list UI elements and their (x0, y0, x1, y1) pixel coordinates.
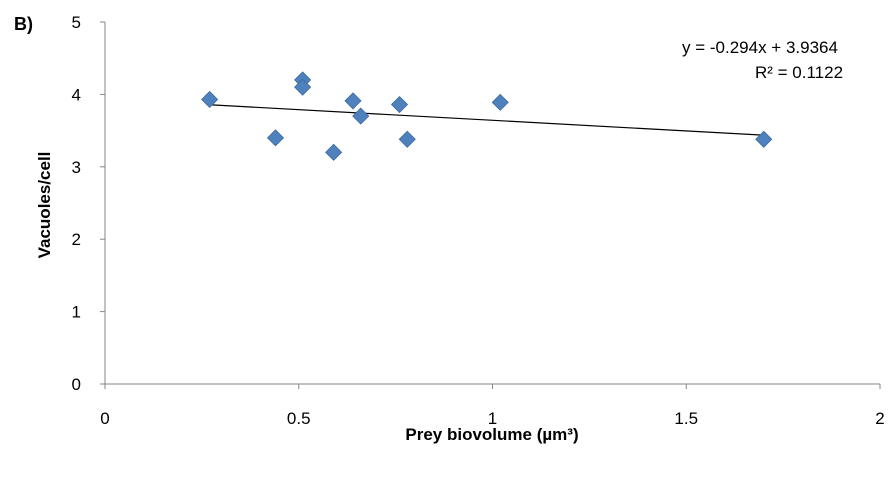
y-tick-label: 3 (72, 158, 81, 177)
y-tick-label: 5 (72, 13, 81, 32)
y-tick-label: 0 (72, 375, 81, 394)
x-axis-title: Prey biovolume (µm³) (405, 425, 578, 444)
data-point (352, 107, 370, 125)
data-point (491, 93, 509, 111)
y-tick-label: 1 (72, 303, 81, 322)
x-tick-label: 1 (488, 409, 497, 428)
y-tick-label: 2 (72, 230, 81, 249)
data-points (201, 71, 773, 161)
trendline-line (209, 104, 764, 136)
y-tick-group: 0 1 2 3 4 5 (72, 13, 105, 394)
data-point (344, 92, 362, 110)
x-axis: 0 0.5 1 1.5 2 (100, 383, 885, 428)
data-point (390, 95, 409, 114)
data-point (266, 129, 285, 147)
trendline-equation: y = -0.294x + 3.9364 (682, 38, 838, 57)
trendline-r2: R² = 0.1122 (755, 63, 843, 82)
data-point (294, 78, 312, 96)
x-tick-label: 1.5 (674, 409, 698, 428)
x-tick-label: 2 (875, 409, 884, 428)
y-axis-title: Vacuoles/cell (35, 152, 54, 259)
x-tick-group: 0 0.5 1 1.5 2 (100, 384, 885, 428)
y-tick-label: 4 (72, 85, 81, 104)
data-point (755, 130, 773, 148)
trendline (209, 104, 764, 136)
x-tick-label: 0.5 (287, 409, 311, 428)
x-tick-label: 0 (100, 409, 109, 428)
y-axis: 0 1 2 3 4 5 (72, 13, 106, 394)
data-point (201, 90, 219, 109)
panel-label: B) (14, 14, 33, 34)
data-point (398, 130, 416, 148)
data-point (325, 143, 343, 161)
